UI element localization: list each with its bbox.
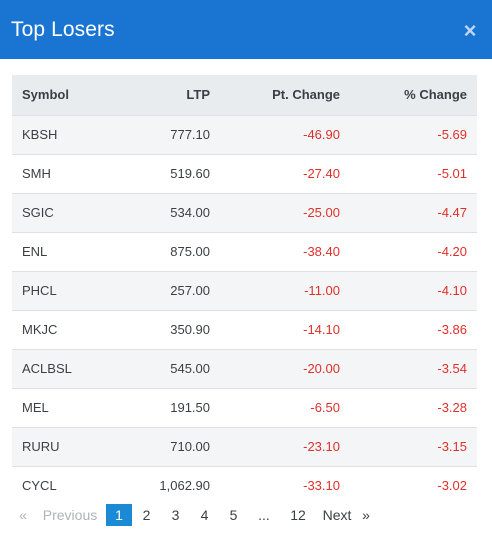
pct-change-cell: -4.47: [342, 192, 477, 232]
pt-change-cell: -38.40: [210, 231, 342, 271]
table-row[interactable]: SGIC 534.00 -25.00 -4.47: [12, 192, 477, 232]
symbol-cell[interactable]: MEL: [12, 387, 112, 427]
table-row[interactable]: SMH 519.60 -27.40 -5.01: [12, 153, 477, 193]
pt-change-cell: -14.10: [210, 309, 342, 349]
pct-change-cell: -3.28: [342, 387, 477, 427]
table-row[interactable]: MKJC 350.90 -14.10 -3.86: [12, 309, 477, 349]
table-row[interactable]: CYCL 1,062.90 -33.10 -3.02: [12, 465, 477, 505]
last-page-icon[interactable]: »: [362, 507, 370, 523]
table-row[interactable]: RURU 710.00 -23.10 -3.15: [12, 426, 477, 466]
column-header-ltp[interactable]: LTP: [186, 87, 210, 103]
pct-change-cell: -3.86: [342, 309, 477, 349]
ltp-cell: 257.00: [112, 270, 210, 310]
page-button-2[interactable]: 2: [142, 507, 151, 523]
pagination-ellipsis: ...: [258, 507, 270, 523]
modal-title: Top Losers: [11, 17, 115, 41]
pt-change-cell: -11.00: [210, 270, 342, 310]
column-header-pct-change[interactable]: % Change: [404, 87, 467, 103]
page-button-5[interactable]: 5: [229, 507, 238, 523]
symbol-cell[interactable]: PHCL: [12, 270, 112, 310]
ltp-cell: 545.00: [112, 348, 210, 388]
losers-table-container: Symbol LTP Pt. Change % Change KBSH 777.…: [12, 75, 477, 505]
table-body: KBSH 777.10 -46.90 -5.69 SMH 519.60 -27.…: [12, 114, 477, 505]
table-row[interactable]: MEL 191.50 -6.50 -3.28: [12, 387, 477, 427]
close-icon[interactable]: ×: [463, 17, 477, 43]
ltp-cell: 1,062.90: [112, 465, 210, 505]
pt-change-cell: -20.00: [210, 348, 342, 388]
pct-change-cell: -4.10: [342, 270, 477, 310]
pt-change-cell: -25.00: [210, 192, 342, 232]
symbol-cell[interactable]: ENL: [12, 231, 112, 271]
ltp-cell: 191.50: [112, 387, 210, 427]
losers-table: Symbol LTP Pt. Change % Change KBSH 777.…: [12, 75, 477, 505]
pct-change-cell: -3.15: [342, 426, 477, 466]
first-page-icon: «: [19, 507, 27, 523]
page-button-1[interactable]: 1: [106, 504, 132, 526]
symbol-cell[interactable]: SGIC: [12, 192, 112, 232]
table-row[interactable]: PHCL 257.00 -11.00 -4.10: [12, 270, 477, 310]
pt-change-cell: -27.40: [210, 153, 342, 193]
table-row[interactable]: ACLBSL 545.00 -20.00 -3.54: [12, 348, 477, 388]
ltp-cell: 777.10: [112, 114, 210, 154]
pct-change-cell: -4.20: [342, 231, 477, 271]
symbol-cell[interactable]: KBSH: [12, 114, 112, 154]
pagination: « Previous 1 2 3 4 5 ... 12 Next »: [12, 504, 374, 526]
ltp-cell: 534.00: [112, 192, 210, 232]
table-row[interactable]: ENL 875.00 -38.40 -4.20: [12, 231, 477, 271]
pt-change-cell: -46.90: [210, 114, 342, 154]
table-header-row: Symbol LTP Pt. Change % Change: [12, 75, 477, 115]
previous-button: Previous: [42, 507, 98, 523]
page-button-3[interactable]: 3: [171, 507, 180, 523]
page-button-12[interactable]: 12: [290, 507, 306, 523]
table-row[interactable]: KBSH 777.10 -46.90 -5.69: [12, 114, 477, 154]
pct-change-cell: -5.69: [342, 114, 477, 154]
ltp-cell: 519.60: [112, 153, 210, 193]
pct-change-cell: -5.01: [342, 153, 477, 193]
symbol-cell[interactable]: MKJC: [12, 309, 112, 349]
symbol-cell[interactable]: RURU: [12, 426, 112, 466]
symbol-cell[interactable]: SMH: [12, 153, 112, 193]
symbol-cell[interactable]: ACLBSL: [12, 348, 112, 388]
pt-change-cell: -23.10: [210, 426, 342, 466]
column-header-symbol[interactable]: Symbol: [22, 87, 69, 103]
ltp-cell: 710.00: [112, 426, 210, 466]
pct-change-cell: -3.02: [342, 465, 477, 505]
modal-header: Top Losers ×: [0, 0, 492, 59]
ltp-cell: 875.00: [112, 231, 210, 271]
ltp-cell: 350.90: [112, 309, 210, 349]
symbol-cell[interactable]: CYCL: [12, 465, 112, 505]
page-button-4[interactable]: 4: [200, 507, 209, 523]
pt-change-cell: -6.50: [210, 387, 342, 427]
pt-change-cell: -33.10: [210, 465, 342, 505]
column-header-pt-change[interactable]: Pt. Change: [272, 87, 340, 103]
next-button[interactable]: Next: [322, 507, 352, 523]
pct-change-cell: -3.54: [342, 348, 477, 388]
